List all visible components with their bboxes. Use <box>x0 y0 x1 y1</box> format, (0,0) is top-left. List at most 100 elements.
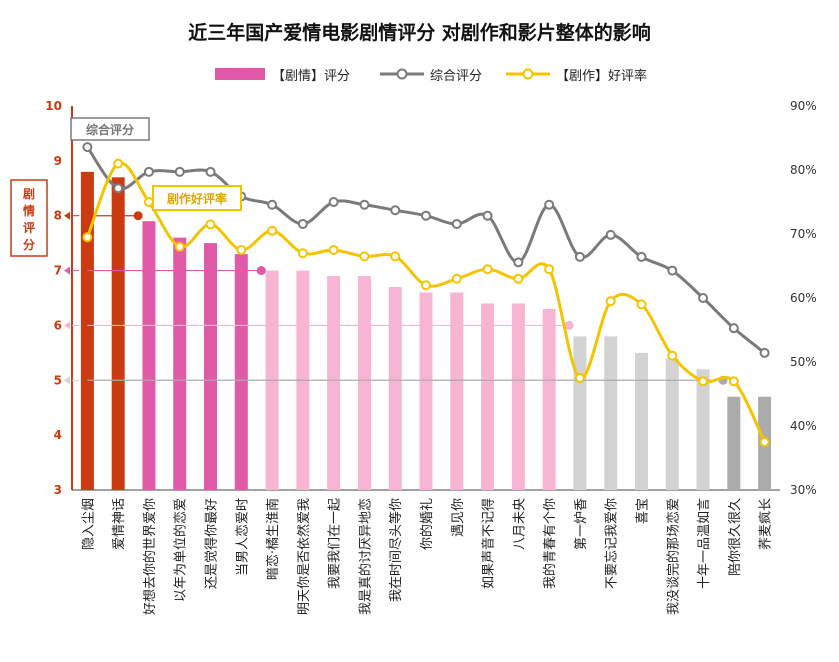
point-yellow <box>328 245 339 255</box>
yellow-tag-label: 剧作好评率 <box>167 191 227 206</box>
point-yellow <box>174 241 185 252</box>
point-gray <box>482 210 493 221</box>
point-yellow <box>605 296 616 307</box>
point-gray <box>113 183 124 194</box>
point-gray <box>544 199 555 210</box>
point-yellow <box>113 158 124 169</box>
category-label: 我要我们在一起 <box>328 498 343 589</box>
left-axis-title-char: 剧 <box>23 186 35 201</box>
point-yellow <box>759 437 770 447</box>
category-label: 我没谈完的那场恋爱 <box>665 498 681 615</box>
category-label: 好想去你的世界爱你 <box>142 498 158 615</box>
right-tick-label: 50% <box>790 355 817 369</box>
legend-marker-gray <box>396 68 408 80</box>
bar <box>388 287 402 490</box>
tier-marker-arrow <box>64 211 70 220</box>
point-gray <box>328 197 339 207</box>
category-label: 喜宝 <box>635 498 650 524</box>
right-tick-label: 70% <box>790 227 817 241</box>
category-label: 遇见你 <box>451 498 466 537</box>
bar <box>80 171 94 491</box>
tier-marker-arrow <box>64 266 70 275</box>
bar <box>634 352 648 490</box>
tier-marker-arrow <box>64 321 70 330</box>
category-label: 陪你很久很久 <box>728 498 743 576</box>
category-label: 爱情神话 <box>112 498 127 550</box>
legend-label-gray-line: 综合评分 <box>430 69 482 84</box>
point-gray <box>513 257 524 268</box>
bar <box>696 369 710 490</box>
left-tick-label: 10 <box>45 99 62 113</box>
left-tick-label: 4 <box>54 428 62 442</box>
category-label: 第一炉香 <box>574 498 589 550</box>
point-yellow <box>267 225 278 236</box>
bar <box>204 243 218 490</box>
tier-separator-dot <box>564 320 574 330</box>
right-tick-label: 60% <box>790 291 817 305</box>
bar <box>604 336 618 490</box>
right-tick-label: 40% <box>790 419 817 433</box>
category-label: 隐入尘烟 <box>81 498 96 550</box>
point-yellow <box>728 376 739 387</box>
point-yellow <box>574 373 585 383</box>
point-gray <box>267 199 278 210</box>
category-label: 八月未央 <box>512 498 527 550</box>
point-yellow <box>667 350 678 361</box>
point-gray <box>451 218 462 229</box>
point-yellow <box>451 273 462 284</box>
bar <box>450 292 464 490</box>
bar <box>142 221 156 490</box>
bar <box>665 358 679 490</box>
category-label: 以年为单位的恋爱 <box>173 498 189 602</box>
bar <box>419 292 433 490</box>
bar <box>327 276 341 490</box>
point-gray <box>390 205 401 216</box>
right-tick-label: 80% <box>790 163 817 177</box>
point-yellow <box>544 264 555 275</box>
point-yellow <box>636 299 647 310</box>
legend-label-yellow-line: 【剧作】好评率 <box>556 68 647 84</box>
category-label: 当男人恋爱时 <box>234 498 250 576</box>
point-yellow <box>390 251 401 262</box>
bar <box>573 336 587 490</box>
bar <box>111 177 125 491</box>
gray-tag-label: 综合评分 <box>86 122 134 137</box>
left-tick-label: 5 <box>54 373 62 387</box>
point-yellow <box>143 197 154 207</box>
point-gray <box>605 229 616 240</box>
point-yellow <box>236 245 247 255</box>
yellow-tag-box <box>152 185 242 211</box>
bar <box>542 308 556 490</box>
category-label: 荞麦疯长 <box>758 498 774 550</box>
category-label: 不要忘记我爱你 <box>605 498 620 589</box>
tier-separator-dot <box>133 211 143 221</box>
legend-swatch-bar <box>215 68 265 80</box>
legend-label-bar: 【剧情】评分 <box>272 69 350 84</box>
point-yellow <box>297 248 308 259</box>
category-label: 明天你是否依然爱我 <box>296 498 312 615</box>
category-label: 我的青春有个你 <box>542 498 558 589</box>
left-tick-label: 3 <box>54 483 62 497</box>
category-label: 暗恋·橘生淮南 <box>265 498 281 580</box>
point-gray <box>297 218 308 229</box>
right-tick-label: 90% <box>790 99 817 113</box>
left-tick-label: 9 <box>54 154 62 168</box>
point-gray <box>728 323 739 334</box>
category-label: 还是觉得你最好 <box>204 498 220 589</box>
category-label: 你的婚礼 <box>419 498 435 550</box>
left-axis-title-char: 评 <box>23 221 35 235</box>
point-yellow <box>513 273 524 284</box>
point-gray <box>143 166 154 177</box>
chart-title: 近三年国产爱情电影剧情评分 对剧作和影片整体的影响 <box>188 22 651 44</box>
point-yellow <box>82 232 93 243</box>
point-gray <box>82 142 93 153</box>
right-tick-label: 30% <box>790 483 817 497</box>
point-gray <box>574 251 585 262</box>
left-tick-label: 6 <box>54 318 62 332</box>
bar <box>357 276 371 490</box>
point-yellow <box>698 376 709 387</box>
point-gray <box>698 293 709 303</box>
left-axis-title-char: 分 <box>23 237 35 252</box>
bar <box>173 237 187 490</box>
